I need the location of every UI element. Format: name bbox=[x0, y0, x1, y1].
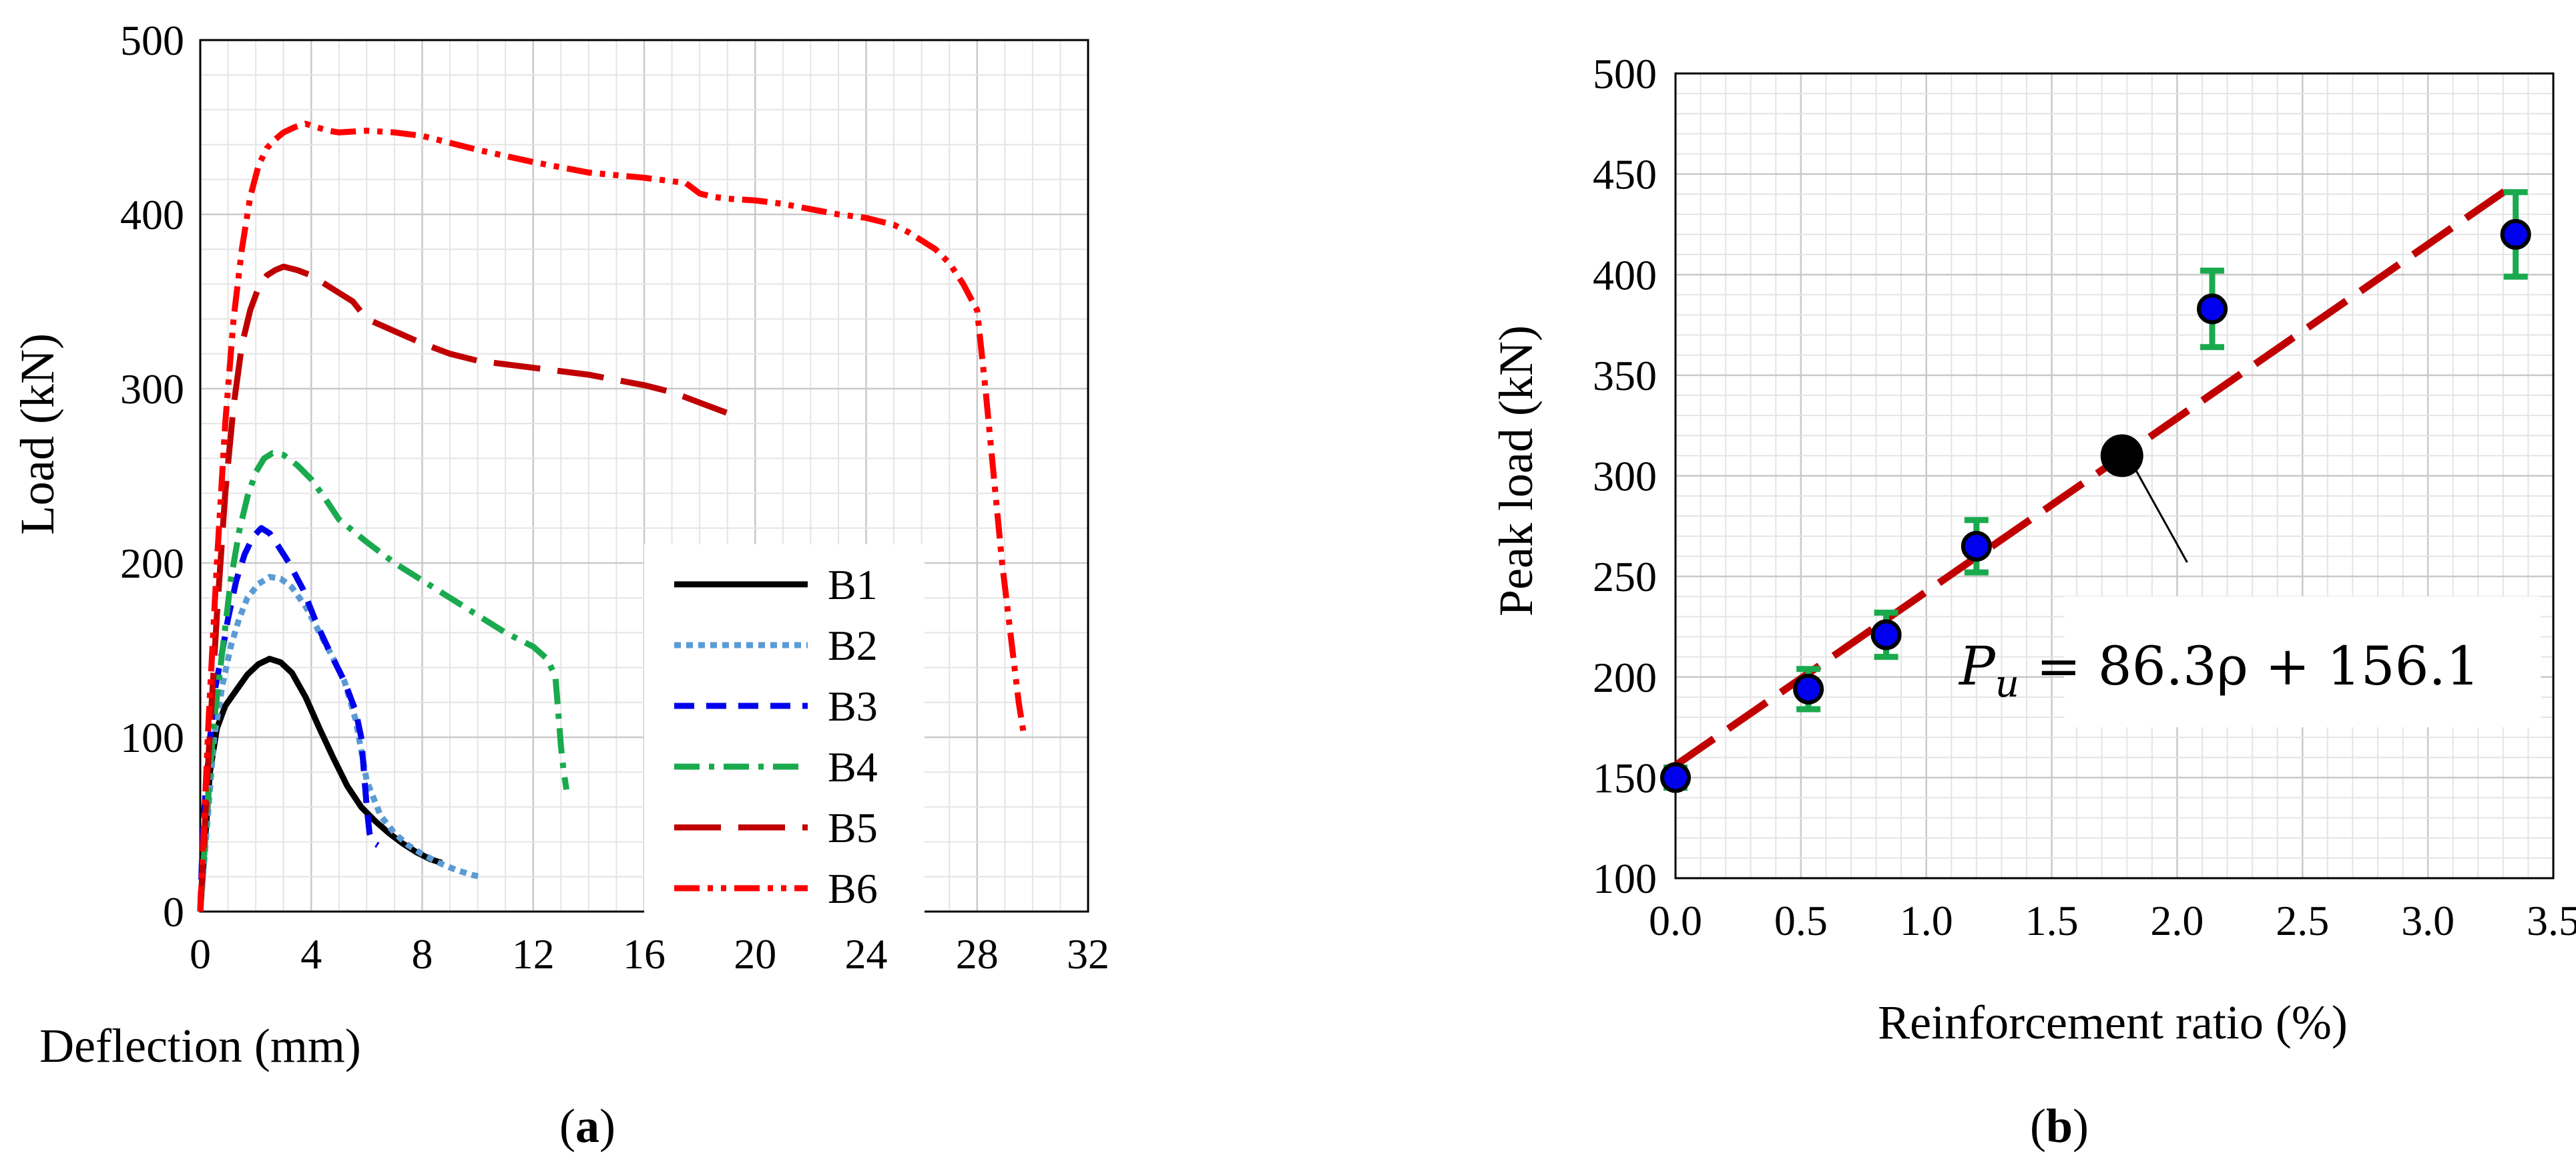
data-point bbox=[1961, 530, 1992, 562]
panel-b-x-ticks: 0.0 0.5 1.0 1.5 2.0 2.5 3.0 3.5 bbox=[1649, 897, 2576, 944]
panel-a: 0 100 200 300 400 500 0 4 8 12 16 20 24 28 32 Deflect… bbox=[11, 17, 1109, 1153]
x-tick-label: 28 bbox=[956, 930, 999, 978]
x-tick-label: 1.5 bbox=[2025, 897, 2079, 944]
panel-a-caption-letter: a bbox=[575, 1099, 599, 1153]
series-line-b6 bbox=[197, 120, 1027, 912]
equation-subscript: u bbox=[1995, 662, 2019, 706]
y-tick-label: 500 bbox=[1593, 50, 1657, 98]
y-tick-label: 200 bbox=[120, 540, 184, 587]
series-line-b2 bbox=[197, 574, 481, 912]
legend-label-b3: B3 bbox=[828, 683, 878, 730]
legend-label-b2: B2 bbox=[828, 622, 878, 669]
legend-label-b5: B5 bbox=[828, 804, 878, 851]
x-tick-label: 0.5 bbox=[1774, 897, 1828, 944]
panel-a-caption: (a) bbox=[559, 1099, 615, 1153]
y-tick-label: 500 bbox=[120, 17, 184, 64]
panel-b-caption-letter: b bbox=[2046, 1099, 2073, 1153]
panel-a-caption-open: ( bbox=[559, 1099, 575, 1153]
y-tick-label: 150 bbox=[1593, 754, 1657, 801]
panel-a-series bbox=[197, 120, 1027, 912]
panel-b: 100 150 200 250 300 350 400 450 500 0.0 0.5 1.0 1.5… bbox=[1489, 50, 2576, 1153]
x-tick-label: 4 bbox=[300, 930, 322, 978]
y-tick-label: 300 bbox=[1593, 453, 1657, 500]
x-tick-label: 3.5 bbox=[2527, 897, 2576, 944]
legend-label-b6: B6 bbox=[828, 865, 878, 912]
panel-b-highlight bbox=[2100, 434, 2188, 563]
data-point bbox=[1660, 762, 1691, 793]
panel-b-x-axis-label: Reinforcement ratio (%) bbox=[1878, 996, 2348, 1049]
series-line-b3 bbox=[197, 525, 380, 912]
y-tick-label: 250 bbox=[1593, 553, 1657, 600]
x-tick-label: 2.0 bbox=[2150, 897, 2204, 944]
x-tick-label: 20 bbox=[734, 930, 776, 978]
y-tick-label: 350 bbox=[1593, 352, 1657, 399]
equation-body: = 86.3ρ + 156.1 bbox=[2019, 635, 2480, 697]
equation-symbol: P bbox=[1958, 635, 1996, 697]
y-tick-label: 450 bbox=[1593, 151, 1657, 198]
data-point bbox=[2197, 293, 2228, 325]
panel-a-legend: B1 B2 B3 B4 B5 B6 bbox=[644, 544, 925, 929]
x-tick-label: 12 bbox=[512, 930, 555, 978]
panel-b-y-axis-label: Peak load (kN) bbox=[1489, 325, 1543, 616]
y-tick-label: 100 bbox=[1593, 855, 1657, 902]
legend-box bbox=[644, 544, 925, 929]
panel-b-caption-open: ( bbox=[2030, 1099, 2046, 1153]
equation-box bbox=[2064, 596, 2541, 728]
x-tick-label: 0.0 bbox=[1649, 897, 1702, 944]
x-tick-label: 1.0 bbox=[1900, 897, 1953, 944]
series-line-b1 bbox=[197, 656, 443, 912]
y-tick-label: 100 bbox=[120, 714, 184, 761]
data-point bbox=[1870, 619, 1902, 650]
series-line-b4 bbox=[197, 450, 570, 912]
y-tick-label: 200 bbox=[1593, 654, 1657, 701]
highlight-point bbox=[2100, 434, 2143, 477]
x-tick-label: 24 bbox=[845, 930, 888, 978]
panel-a-x-axis-label: Deflection (mm) bbox=[39, 1019, 361, 1073]
panel-b-y-ticks: 100 150 200 250 300 350 400 450 500 bbox=[1593, 50, 1657, 902]
legend-label-b4: B4 bbox=[828, 743, 878, 791]
y-tick-label: 300 bbox=[120, 365, 184, 413]
data-point bbox=[2500, 219, 2531, 250]
x-tick-label: 3.0 bbox=[2401, 897, 2455, 944]
series-line-b5 bbox=[197, 263, 743, 912]
panel-a-y-axis-label: Load (kN) bbox=[11, 333, 64, 535]
data-point bbox=[1793, 673, 1824, 705]
x-tick-label: 2.5 bbox=[2276, 897, 2329, 944]
x-tick-label: 32 bbox=[1067, 930, 1109, 978]
x-tick-label: 16 bbox=[623, 930, 666, 978]
panel-a-y-ticks: 0 100 200 300 400 500 bbox=[120, 17, 184, 936]
panel-b-plot-frame bbox=[1674, 72, 2555, 880]
panel-a-x-ticks: 0 4 8 12 16 20 24 28 32 bbox=[190, 930, 1109, 978]
equation-annotation: Pu = 86.3ρ + 156.1 bbox=[1958, 635, 2480, 706]
panel-b-caption-close: ) bbox=[2073, 1099, 2089, 1153]
x-tick-label: 8 bbox=[412, 930, 433, 978]
panel-a-caption-close: ) bbox=[599, 1099, 615, 1153]
panel-b-points bbox=[1660, 189, 2531, 793]
y-tick-label: 400 bbox=[1593, 251, 1657, 299]
panel-b-caption: (b) bbox=[2030, 1099, 2089, 1153]
y-tick-label: 0 bbox=[163, 888, 184, 936]
x-tick-label: 0 bbox=[190, 930, 211, 978]
legend-label-b1: B1 bbox=[828, 561, 878, 608]
y-tick-label: 400 bbox=[120, 191, 184, 238]
panel-b-grid bbox=[1674, 72, 2555, 880]
annotation-leader-line bbox=[2134, 468, 2188, 563]
